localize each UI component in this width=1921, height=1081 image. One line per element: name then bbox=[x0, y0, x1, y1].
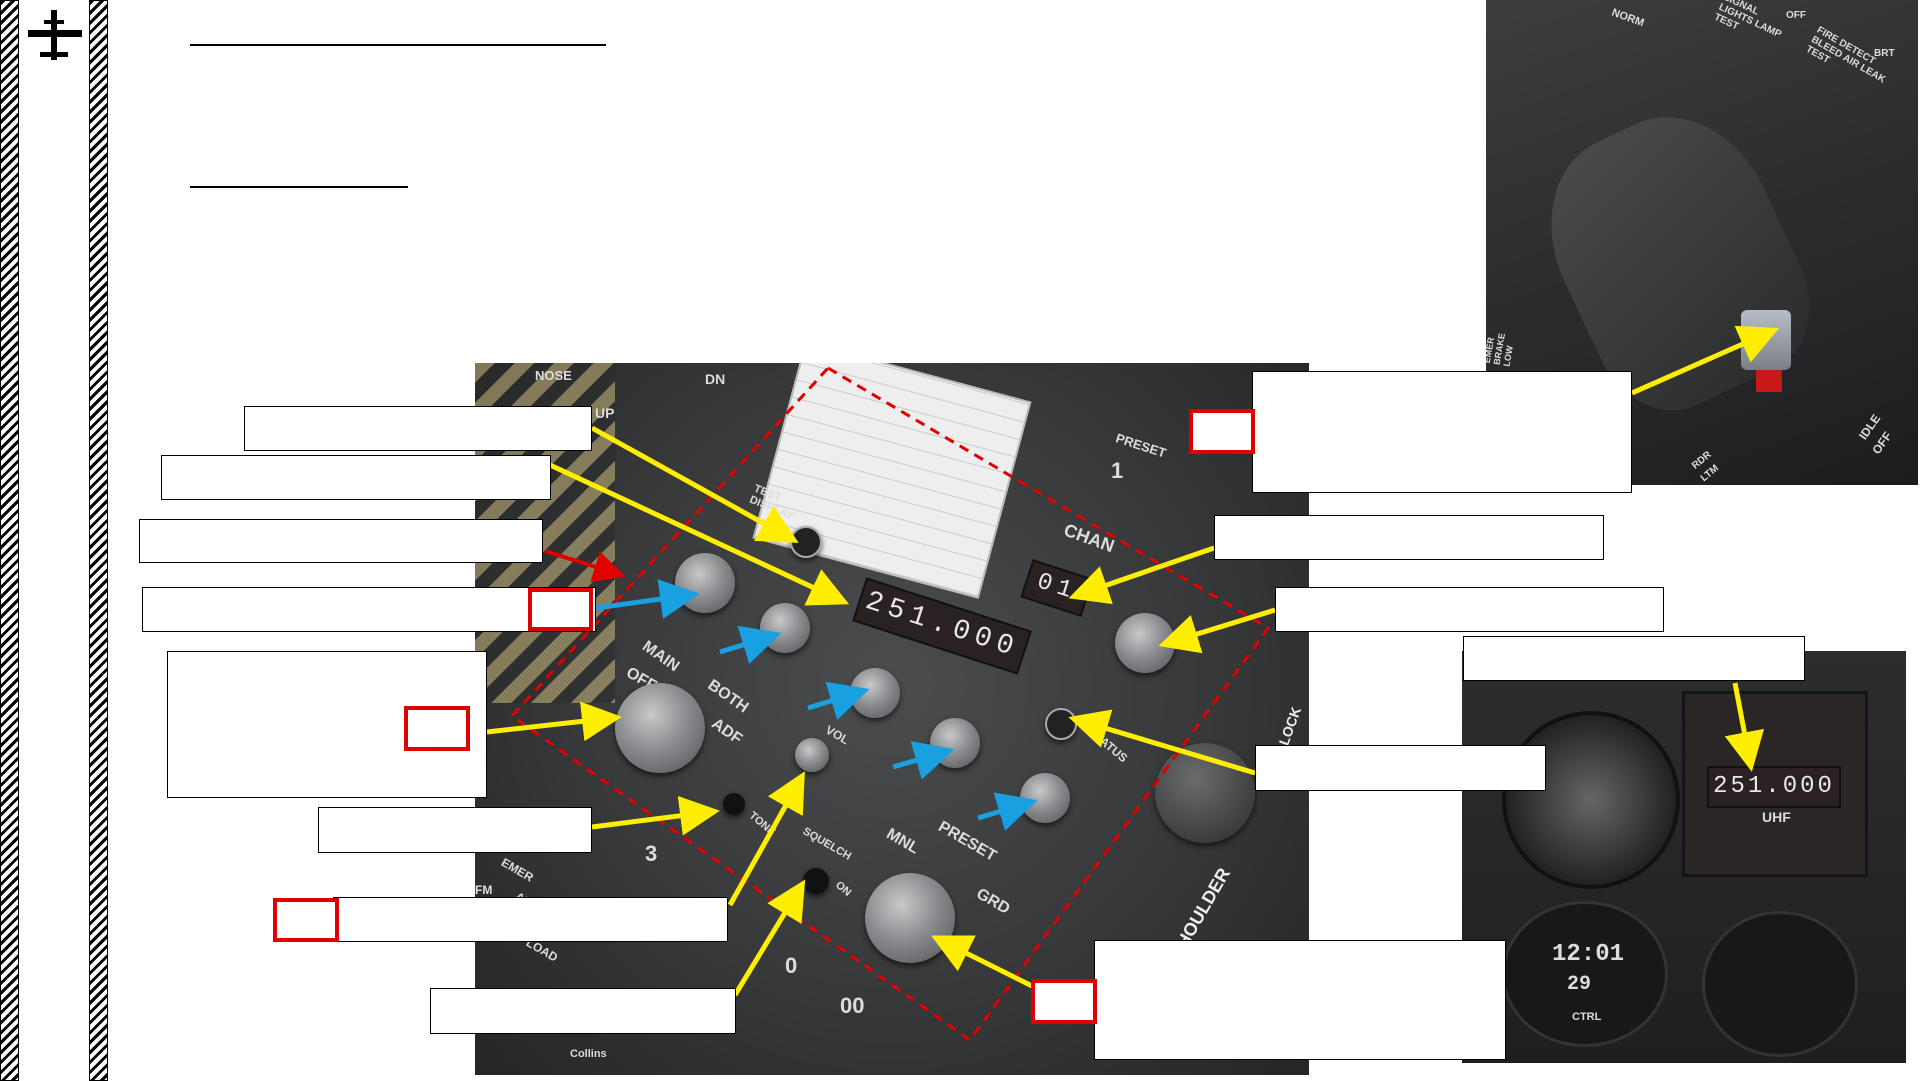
callout-volume-marker bbox=[273, 898, 339, 942]
airspeed-gauge bbox=[1702, 911, 1858, 1057]
arrow-test-display bbox=[590, 425, 799, 543]
arrow-volume bbox=[727, 771, 805, 907]
aircraft-logo-icon bbox=[26, 8, 84, 64]
arrow-squelch bbox=[732, 879, 806, 997]
callout-uhf-repeater bbox=[1463, 636, 1805, 681]
arrow-status bbox=[1068, 709, 1256, 776]
brt-label: BRT bbox=[1874, 48, 1895, 59]
callout-channel-display bbox=[1214, 515, 1604, 560]
arrow-throttle-control bbox=[1630, 325, 1780, 396]
fm-label: FM bbox=[475, 883, 493, 897]
arrow-frequency-display bbox=[548, 462, 850, 606]
preset-three-label: 3 bbox=[645, 841, 658, 866]
gear-up-label: UP bbox=[595, 405, 615, 421]
callout-frequency-knobs bbox=[142, 587, 596, 632]
arrow-function-selector bbox=[486, 701, 622, 742]
arrow-tone-switch bbox=[591, 795, 720, 836]
callout-channel-selector bbox=[1275, 587, 1664, 632]
clock-readout: 12:01 bbox=[1552, 941, 1625, 968]
callout-tone-switch bbox=[318, 807, 592, 853]
callout-frequency-display bbox=[161, 455, 551, 500]
callout-mode-selector-marker bbox=[1031, 979, 1097, 1024]
zero-label: 0 bbox=[785, 953, 798, 978]
callout-throttle-control bbox=[1252, 371, 1632, 493]
clock-sub-readout: 29 bbox=[1567, 973, 1592, 996]
uhf-repeater-label: UHF bbox=[1762, 809, 1791, 825]
nose-label: NOSE bbox=[535, 368, 572, 383]
callout-squelch bbox=[430, 988, 736, 1034]
squelch-switch[interactable] bbox=[803, 868, 829, 894]
arrow-uhf-repeater bbox=[1724, 682, 1765, 772]
arrow-channel-display bbox=[1068, 545, 1215, 605]
adi-instrument bbox=[1502, 711, 1680, 889]
callout-status bbox=[1255, 745, 1546, 791]
callout-panel-edge bbox=[139, 519, 543, 563]
subtitle-underline bbox=[190, 186, 408, 188]
arrow-freq-knob-3 bbox=[807, 681, 870, 720]
uhf-repeater-photo: 12:01 29 CTRL 251.000 UHF bbox=[1462, 651, 1906, 1063]
title-underline bbox=[190, 44, 606, 46]
arrow-freq-knob-a bbox=[595, 579, 700, 619]
volume-knob[interactable] bbox=[795, 738, 829, 772]
double-zero-label: 00 bbox=[840, 993, 865, 1018]
collins-label: Collins bbox=[570, 1048, 607, 1060]
arrow-mode-selector bbox=[931, 935, 1042, 993]
throttle-red-tab bbox=[1756, 370, 1782, 392]
callout-mode-selector bbox=[1094, 940, 1506, 1060]
ctrl-label: CTRL bbox=[1572, 1011, 1602, 1023]
callout-throttle-control-marker bbox=[1189, 409, 1255, 454]
arrow-freq-knob-4 bbox=[892, 741, 955, 780]
arrow-freq-knob-5 bbox=[977, 792, 1038, 831]
function-selector-knob[interactable] bbox=[615, 683, 705, 773]
preset-card-number: 1 bbox=[1111, 458, 1124, 483]
arrow-channel-selector bbox=[1158, 607, 1276, 654]
callout-volume bbox=[333, 897, 728, 942]
arrow-red-panel-edge bbox=[544, 549, 626, 583]
gear-dn-label: DN bbox=[705, 371, 726, 387]
callout-frequency-knobs-marker bbox=[528, 588, 593, 631]
tone-switch[interactable] bbox=[723, 793, 745, 815]
arrow-freq-knob-2 bbox=[719, 625, 782, 664]
callout-test-display bbox=[244, 406, 592, 451]
callout-function-selector-marker bbox=[404, 706, 470, 751]
uhf-repeater-frequency: 251.000 bbox=[1707, 766, 1841, 808]
throttle-off-label: OFF bbox=[1786, 10, 1806, 21]
